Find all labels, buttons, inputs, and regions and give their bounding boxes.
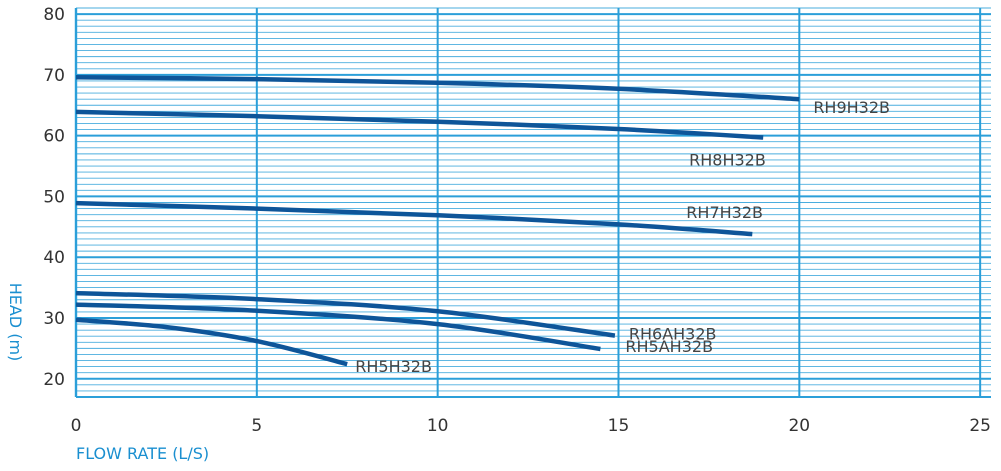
y-tick-label: 20 <box>43 370 65 390</box>
y-axis-title: HEAD (m) <box>6 283 25 362</box>
y-tick-label: 40 <box>43 248 65 268</box>
x-tick-label: 5 <box>251 416 262 436</box>
minor-gridlines <box>76 7 991 398</box>
series-label-rh7h32b: RH7H32B <box>686 203 763 222</box>
x-tick-label: 0 <box>71 416 82 436</box>
x-axis-title: FLOW RATE (L/S) <box>76 444 209 463</box>
curve-rh9h32b <box>75 75 800 102</box>
curve-rh5ah32b <box>75 302 601 352</box>
curve-rh8h32b <box>75 109 764 140</box>
x-tick-label: 10 <box>427 416 449 436</box>
y-tick-label: 70 <box>43 66 65 86</box>
y-tick-label: 80 <box>43 5 65 25</box>
y-tick-label: 30 <box>43 309 65 329</box>
curve-rh7h32b <box>75 200 753 237</box>
x-tick-label: 20 <box>788 416 810 436</box>
series-label-rh6ah32b: RH6AH32B <box>629 325 717 344</box>
curve-rh5h32b <box>75 317 348 367</box>
y-tick-label: 50 <box>43 187 65 207</box>
series-label-rh8h32b: RH8H32B <box>689 150 766 169</box>
series-label-rh5h32b: RH5H32B <box>355 357 432 376</box>
y-tick-label: 60 <box>43 127 65 147</box>
tick-labels: 0 5 10 15 20 25 20 30 40 50 60 70 80 <box>43 5 991 436</box>
major-gridlines <box>74 8 991 398</box>
series-label-rh5ah32b: RH5AH32B <box>625 337 713 356</box>
curve-rh6ah32b <box>75 290 616 338</box>
series-label-rh9h32b: RH9H32B <box>813 98 890 117</box>
x-tick-label: 15 <box>608 416 630 436</box>
x-tick-label: 25 <box>969 416 991 436</box>
pump-curves <box>75 75 800 367</box>
